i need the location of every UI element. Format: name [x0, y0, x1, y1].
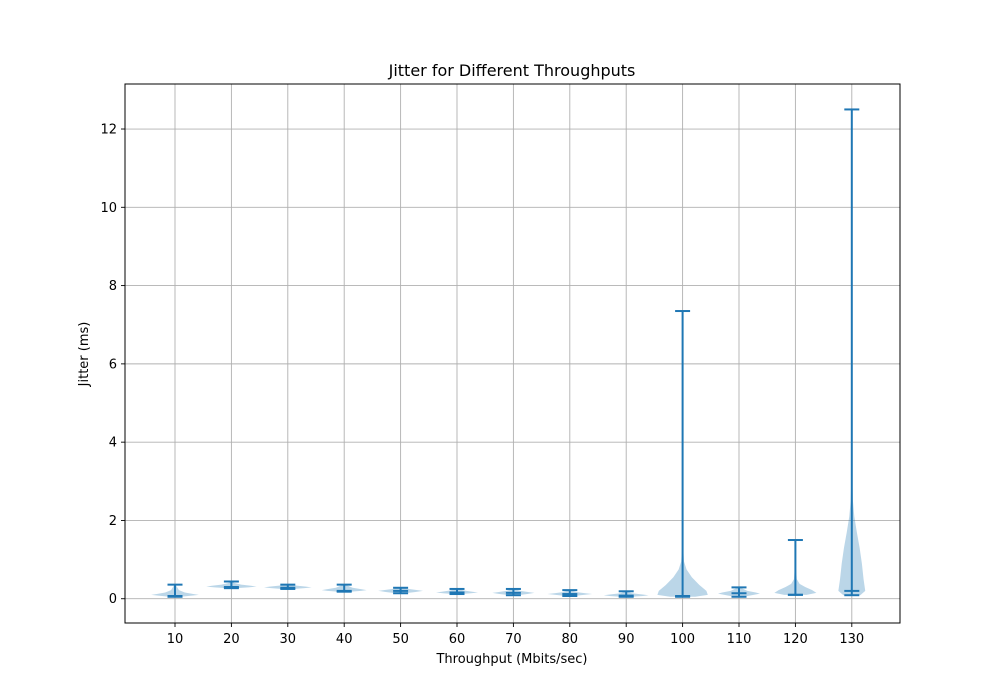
y-tick-label: 2: [109, 514, 117, 529]
y-tick-label: 8: [109, 279, 117, 294]
x-tick-label: 10: [167, 632, 184, 647]
x-axis-title: Throughput (Mbits/sec): [435, 652, 587, 667]
x-tick-label: 40: [336, 632, 353, 647]
tick-layer: 10 20 30 40 50 60 70 80 90 100 110 120 130 0 2 4 6 8 10 12: [100, 123, 864, 647]
x-tick-label: 50: [392, 632, 409, 647]
x-tick-label: 120: [783, 632, 808, 647]
y-tick-label: 12: [100, 123, 117, 138]
x-tick-label: 130: [839, 632, 864, 647]
violin-layer: [151, 108, 866, 598]
x-tick-label: 30: [280, 632, 297, 647]
x-tick-label: 90: [618, 632, 635, 647]
chart-title: Jitter for Different Throughputs: [388, 61, 636, 80]
y-tick-label: 0: [109, 592, 117, 607]
x-tick-label: 100: [670, 632, 695, 647]
grid-layer: [125, 84, 900, 623]
x-tick-label: 110: [727, 632, 752, 647]
x-tick-label: 80: [562, 632, 579, 647]
plot-frame: [124, 83, 901, 624]
y-tick-label: 6: [109, 357, 117, 372]
x-tick-label: 20: [223, 632, 240, 647]
x-tick-label: 70: [505, 632, 522, 647]
y-tick-label: 10: [100, 201, 117, 216]
y-axis-title: Jitter (ms): [77, 322, 92, 388]
y-tick-label: 4: [109, 436, 117, 451]
x-tick-label: 60: [449, 632, 466, 647]
